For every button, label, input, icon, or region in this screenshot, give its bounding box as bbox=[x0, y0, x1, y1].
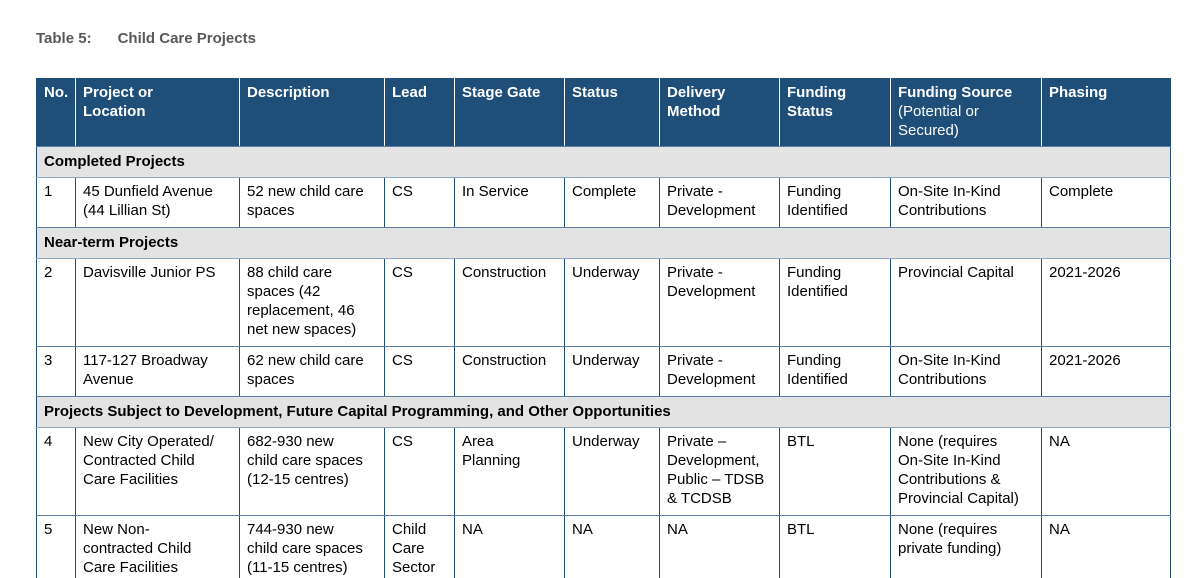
table-body: Completed Projects 1 45 Dunfield Avenue (4… bbox=[36, 146, 1171, 578]
table-cell: NA bbox=[1041, 427, 1171, 516]
table-cell: Funding Identified bbox=[779, 258, 891, 347]
table-cell: Private - Development bbox=[659, 177, 780, 228]
column-header: Funding Status bbox=[779, 78, 891, 147]
table-cell: NA bbox=[1041, 515, 1171, 578]
column-header-label: Funding Source bbox=[898, 84, 1013, 101]
table-row: 3 117-127 Broadway Avenue 62 new child car… bbox=[36, 346, 1171, 397]
column-header-label: Delivery Method bbox=[667, 84, 726, 120]
table-cell: Construction bbox=[454, 258, 565, 347]
table-cell: 4 bbox=[36, 427, 76, 516]
table-cell: 682-930 new child care spaces (12-15 cen… bbox=[239, 427, 385, 516]
section-row: Near-term Projects bbox=[36, 227, 1171, 259]
table-cell: Construction bbox=[454, 346, 565, 397]
table-cell: Area Planning bbox=[454, 427, 565, 516]
table-cell: Funding Identified bbox=[779, 346, 891, 397]
table-cell: None (requires private funding) bbox=[890, 515, 1042, 578]
table-cell: Private - Development bbox=[659, 258, 780, 347]
table-cell: 2021-2026 bbox=[1041, 346, 1171, 397]
table-cell: On-Site In-Kind Contributions bbox=[890, 346, 1042, 397]
column-header-note: (Potential or Secured) bbox=[898, 103, 979, 139]
table-row: 1 45 Dunfield Avenue (44 Lillian St) 52 ne… bbox=[36, 177, 1171, 228]
table-cell: Provincial Capital bbox=[890, 258, 1042, 347]
table-cell: NA bbox=[564, 515, 660, 578]
table-cell: Funding Identified bbox=[779, 177, 891, 228]
table-title-label: Table 5: bbox=[36, 30, 92, 47]
table-cell: Davisville Junior PS bbox=[75, 258, 240, 347]
table-cell: 2 bbox=[36, 258, 76, 347]
table-cell: 3 bbox=[36, 346, 76, 397]
column-header-label: Status bbox=[572, 84, 618, 101]
table-cell: Child Care Sector bbox=[384, 515, 455, 578]
table-cell: New City Operated/ Contracted Child Care… bbox=[75, 427, 240, 516]
column-header: Delivery Method bbox=[659, 78, 780, 147]
column-header-label: No. bbox=[44, 84, 69, 101]
table-cell: Underway bbox=[564, 258, 660, 347]
column-header-label: Description bbox=[247, 84, 330, 101]
column-header-label: Project or Location bbox=[83, 84, 154, 120]
table-cell: Complete bbox=[564, 177, 660, 228]
column-header: Status bbox=[564, 78, 660, 147]
section-title: Projects Subject to Development, Future … bbox=[36, 396, 1171, 428]
column-header: Phasing bbox=[1041, 78, 1171, 147]
section-row: Completed Projects bbox=[36, 146, 1171, 178]
table-cell: Underway bbox=[564, 346, 660, 397]
table-row: 5 New Non- contracted Child Care Faciliti… bbox=[36, 515, 1171, 578]
table-cell: 744-930 new child care spaces (11-15 cen… bbox=[239, 515, 385, 578]
table-cell: Complete bbox=[1041, 177, 1171, 228]
table-cell: 45 Dunfield Avenue (44 Lillian St) bbox=[75, 177, 240, 228]
table-cell: 117-127 Broadway Avenue bbox=[75, 346, 240, 397]
section-title: Completed Projects bbox=[36, 146, 1171, 178]
table-cell: 5 bbox=[36, 515, 76, 578]
table-cell: CS bbox=[384, 427, 455, 516]
table-cell: CS bbox=[384, 346, 455, 397]
table-row: 4 New City Operated/ Contracted Child Car… bbox=[36, 427, 1171, 516]
table-row: 2 Davisville Junior PS 88 child care space… bbox=[36, 258, 1171, 347]
table-cell: CS bbox=[384, 258, 455, 347]
section-title: Near-term Projects bbox=[36, 227, 1171, 259]
table-cell: In Service bbox=[454, 177, 565, 228]
column-header-label: Funding Status bbox=[787, 84, 847, 120]
table-cell: NA bbox=[659, 515, 780, 578]
table-cell: 62 new child care spaces bbox=[239, 346, 385, 397]
column-header: Funding Source (Potential or Secured) bbox=[890, 78, 1042, 147]
table-title-text: Child Care Projects bbox=[117, 30, 256, 47]
column-header: Description bbox=[239, 78, 385, 147]
table-cell: 52 new child care spaces bbox=[239, 177, 385, 228]
table-cell: Private - Development bbox=[659, 346, 780, 397]
column-header: Stage Gate bbox=[454, 78, 565, 147]
section-row: Projects Subject to Development, Future … bbox=[36, 396, 1171, 428]
column-header: Lead bbox=[384, 78, 455, 147]
table-cell: 2021-2026 bbox=[1041, 258, 1171, 347]
table-cell: None (requires On-Site In-Kind Contribut… bbox=[890, 427, 1042, 516]
table-cell: Underway bbox=[564, 427, 660, 516]
table-cell: On-Site In-Kind Contributions bbox=[890, 177, 1042, 228]
table-header-row: No. Project or Location Description Lead Sta… bbox=[36, 78, 1171, 147]
column-header-label: Lead bbox=[392, 84, 428, 101]
table-cell: NA bbox=[454, 515, 565, 578]
table-cell: 88 child care spaces (42 replacement, 46… bbox=[239, 258, 385, 347]
column-header-label: Stage Gate bbox=[462, 84, 541, 101]
table-cell: 1 bbox=[36, 177, 76, 228]
table-cell: BTL bbox=[779, 427, 891, 516]
column-header-label: Phasing bbox=[1049, 84, 1108, 101]
table-cell: BTL bbox=[779, 515, 891, 578]
table-title: Table 5: Child Care Projects bbox=[36, 30, 1204, 78]
child-care-projects-table: No. Project or Location Description Lead Sta… bbox=[36, 78, 1171, 578]
table-cell: Private – Development, Public – TDSB & T… bbox=[659, 427, 780, 516]
column-header: No. bbox=[36, 78, 76, 147]
table-cell: CS bbox=[384, 177, 455, 228]
column-header: Project or Location bbox=[75, 78, 240, 147]
table-cell: New Non- contracted Child Care Facilitie… bbox=[75, 515, 240, 578]
